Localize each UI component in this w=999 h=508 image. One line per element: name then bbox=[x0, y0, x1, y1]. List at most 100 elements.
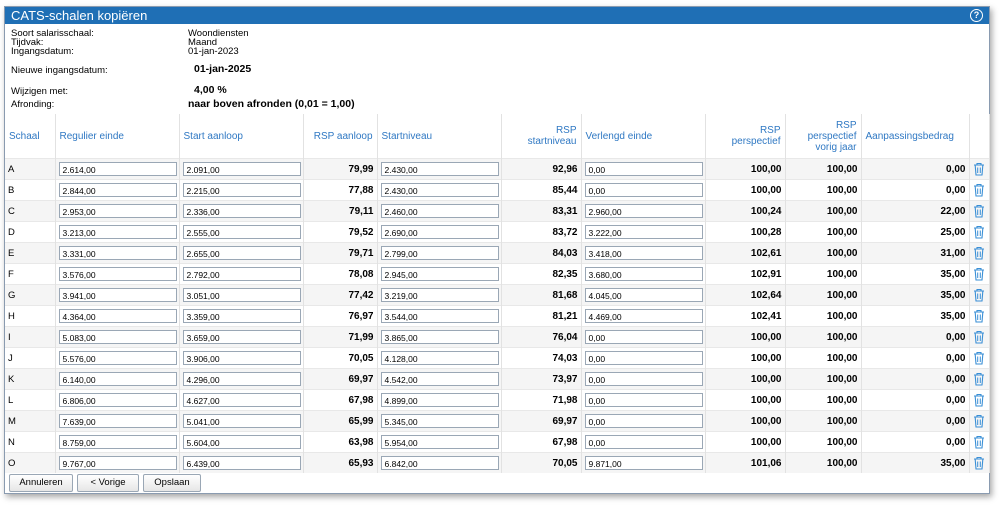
input-regulier-einde[interactable]: 5.083,00 bbox=[58, 330, 177, 344]
input-regulier-einde[interactable]: 3.576,00 bbox=[58, 267, 177, 281]
input-regulier-einde[interactable]: 9.767,00 bbox=[58, 456, 177, 470]
input-regulier-einde[interactable]: 2.614,00 bbox=[58, 162, 177, 176]
table-body: A 2.614,00 2.091,00 79,99 2.430,00 92,96 0,00 1… bbox=[5, 158, 990, 473]
input-verlengd-einde[interactable]: 3.418,00 bbox=[584, 246, 703, 260]
input-startniveau[interactable]: 5.345,00 bbox=[380, 414, 499, 428]
input-verlengd-einde[interactable]: 2.960,00 bbox=[584, 204, 703, 218]
input-start-aanloop[interactable]: 4.296,00 bbox=[182, 372, 301, 386]
input-regulier-einde[interactable]: 4.364,00 bbox=[58, 309, 177, 323]
cell-rsp-perspectief: 101,06 bbox=[705, 452, 786, 473]
input-verlengd-einde[interactable]: 0,00 bbox=[584, 330, 703, 344]
col-rsp-perspectief-vorig-jaar: RSP perspectief vorig jaar bbox=[785, 114, 862, 159]
input-regulier-einde[interactable]: 6.806,00 bbox=[58, 393, 177, 407]
input-verlengd-einde[interactable]: 0,00 bbox=[584, 162, 703, 176]
input-startniveau[interactable]: 2.460,00 bbox=[380, 204, 499, 218]
table-row: C 2.953,00 2.336,00 79,11 2.460,00 83,31 2.960… bbox=[5, 200, 990, 222]
ingangsdatum-label: Ingangsdatum: bbox=[11, 46, 74, 57]
trash-icon[interactable] bbox=[973, 183, 985, 197]
input-startniveau[interactable]: 2.430,00 bbox=[380, 162, 499, 176]
input-verlengd-einde[interactable]: 0,00 bbox=[584, 351, 703, 365]
input-startniveau[interactable]: 2.799,00 bbox=[380, 246, 499, 260]
input-startniveau[interactable]: 3.544,00 bbox=[380, 309, 499, 323]
input-start-aanloop[interactable]: 2.655,00 bbox=[182, 246, 301, 260]
input-start-aanloop[interactable]: 2.792,00 bbox=[182, 267, 301, 281]
input-start-aanloop[interactable]: 2.215,00 bbox=[182, 183, 301, 197]
input-start-aanloop[interactable]: 2.336,00 bbox=[182, 204, 301, 218]
input-start-aanloop[interactable]: 5.604,00 bbox=[182, 435, 301, 449]
input-start-aanloop[interactable]: 4.627,00 bbox=[182, 393, 301, 407]
cell-rsp-perspectief-vorig-jaar: 100,00 bbox=[785, 431, 862, 453]
input-start-aanloop[interactable]: 2.555,00 bbox=[182, 225, 301, 239]
trash-icon[interactable] bbox=[973, 267, 985, 281]
trash-icon[interactable] bbox=[973, 288, 985, 302]
soort-value: Woondiensten bbox=[188, 28, 249, 39]
trash-icon[interactable] bbox=[973, 393, 985, 407]
input-start-aanloop[interactable]: 6.439,00 bbox=[182, 456, 301, 470]
input-verlengd-einde[interactable]: 9.871,00 bbox=[584, 456, 703, 470]
input-start-aanloop[interactable]: 3.359,00 bbox=[182, 309, 301, 323]
input-regulier-einde[interactable]: 3.941,00 bbox=[58, 288, 177, 302]
input-regulier-einde[interactable]: 8.759,00 bbox=[58, 435, 177, 449]
input-regulier-einde[interactable]: 3.213,00 bbox=[58, 225, 177, 239]
trash-icon[interactable] bbox=[973, 330, 985, 344]
save-button[interactable]: Opslaan bbox=[143, 474, 201, 492]
input-verlengd-einde[interactable]: 0,00 bbox=[584, 393, 703, 407]
trash-icon[interactable] bbox=[973, 351, 985, 365]
cell-rsp-perspectief: 102,41 bbox=[705, 305, 786, 327]
input-startniveau[interactable]: 4.128,00 bbox=[380, 351, 499, 365]
col-rsp-startniveau-line2: startniveau bbox=[527, 136, 577, 147]
input-verlengd-einde[interactable]: 4.045,00 bbox=[584, 288, 703, 302]
input-start-aanloop[interactable]: 3.906,00 bbox=[182, 351, 301, 365]
input-startniveau[interactable]: 3.219,00 bbox=[380, 288, 499, 302]
previous-button[interactable]: < Vorige bbox=[77, 474, 139, 492]
cell-rsp-perspectief-vorig-jaar: 100,00 bbox=[785, 242, 862, 264]
trash-icon[interactable] bbox=[973, 204, 985, 218]
trash-icon[interactable] bbox=[973, 309, 985, 323]
input-startniveau[interactable]: 4.899,00 bbox=[380, 393, 499, 407]
cell-rsp-perspectief-vorig-jaar: 100,00 bbox=[785, 452, 862, 473]
input-startniveau[interactable]: 2.430,00 bbox=[380, 183, 499, 197]
trash-icon[interactable] bbox=[973, 414, 985, 428]
cell-rsp-aanloop: 77,42 bbox=[303, 284, 378, 306]
input-startniveau[interactable]: 4.542,00 bbox=[380, 372, 499, 386]
input-startniveau[interactable]: 2.945,00 bbox=[380, 267, 499, 281]
input-start-aanloop[interactable]: 5.041,00 bbox=[182, 414, 301, 428]
input-start-aanloop[interactable]: 3.659,00 bbox=[182, 330, 301, 344]
input-start-aanloop[interactable]: 3.051,00 bbox=[182, 288, 301, 302]
cancel-button[interactable]: Annuleren bbox=[9, 474, 73, 492]
input-startniveau[interactable]: 3.865,00 bbox=[380, 330, 499, 344]
input-verlengd-einde[interactable]: 0,00 bbox=[584, 183, 703, 197]
input-verlengd-einde[interactable]: 4.469,00 bbox=[584, 309, 703, 323]
col-aanpassingsbedrag: Aanpassingsbedrag bbox=[861, 114, 970, 159]
help-icon[interactable]: ? bbox=[970, 9, 983, 22]
input-startniveau[interactable]: 2.690,00 bbox=[380, 225, 499, 239]
trash-icon[interactable] bbox=[973, 162, 985, 176]
input-regulier-einde[interactable]: 7.639,00 bbox=[58, 414, 177, 428]
input-regulier-einde[interactable]: 2.953,00 bbox=[58, 204, 177, 218]
trash-icon[interactable] bbox=[973, 225, 985, 239]
input-regulier-einde[interactable]: 2.844,00 bbox=[58, 183, 177, 197]
input-verlengd-einde[interactable]: 0,00 bbox=[584, 435, 703, 449]
table-row: N 8.759,00 5.604,00 63,98 5.954,00 67,98 0,00 1… bbox=[5, 431, 990, 453]
input-regulier-einde[interactable]: 6.140,00 bbox=[58, 372, 177, 386]
trash-icon[interactable] bbox=[973, 246, 985, 260]
cell-rsp-startniveau: 83,72 bbox=[501, 221, 582, 243]
trash-icon[interactable] bbox=[973, 456, 985, 470]
input-regulier-einde[interactable]: 3.331,00 bbox=[58, 246, 177, 260]
cell-rsp-startniveau: 85,44 bbox=[501, 179, 582, 201]
input-regulier-einde[interactable]: 5.576,00 bbox=[58, 351, 177, 365]
input-verlengd-einde[interactable]: 0,00 bbox=[584, 414, 703, 428]
cell-rsp-startniveau: 92,96 bbox=[501, 158, 582, 180]
trash-icon[interactable] bbox=[973, 435, 985, 449]
cell-rsp-perspectief: 100,00 bbox=[705, 410, 786, 432]
col-schaal: Schaal bbox=[5, 114, 56, 159]
cell-schaal: L bbox=[5, 389, 56, 411]
input-verlengd-einde[interactable]: 3.222,00 bbox=[584, 225, 703, 239]
trash-icon[interactable] bbox=[973, 372, 985, 386]
input-startniveau[interactable]: 5.954,00 bbox=[380, 435, 499, 449]
input-verlengd-einde[interactable]: 0,00 bbox=[584, 372, 703, 386]
cell-rsp-startniveau: 67,98 bbox=[501, 431, 582, 453]
input-start-aanloop[interactable]: 2.091,00 bbox=[182, 162, 301, 176]
input-startniveau[interactable]: 6.842,00 bbox=[380, 456, 499, 470]
input-verlengd-einde[interactable]: 3.680,00 bbox=[584, 267, 703, 281]
